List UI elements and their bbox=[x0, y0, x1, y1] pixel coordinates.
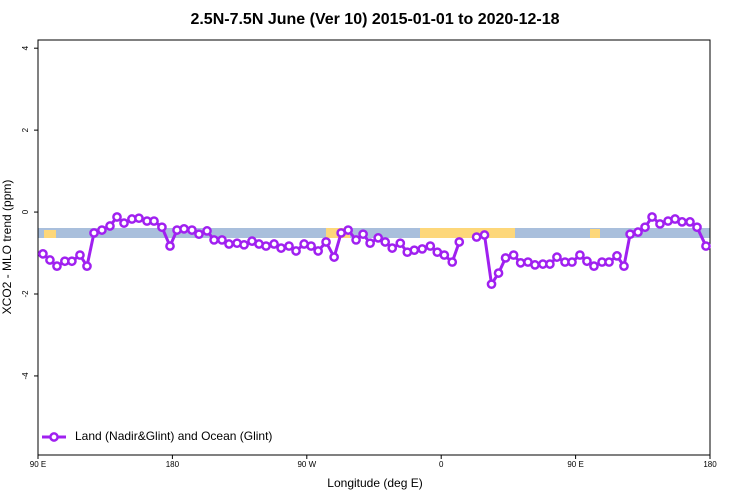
data-point bbox=[508, 250, 519, 260]
y-tick-label: 2 bbox=[21, 127, 30, 132]
data-point bbox=[439, 250, 450, 260]
data-point bbox=[647, 212, 657, 222]
data-point bbox=[284, 241, 294, 251]
data-point bbox=[447, 257, 458, 267]
data-point bbox=[365, 238, 375, 249]
data-point bbox=[373, 233, 384, 243]
data-point bbox=[313, 246, 323, 256]
ocean-strip bbox=[38, 228, 710, 238]
x-tick-label: 90 E bbox=[30, 460, 46, 469]
plot-frame bbox=[37, 39, 711, 456]
data-point bbox=[619, 261, 629, 271]
data-point bbox=[97, 225, 107, 235]
data-point bbox=[209, 235, 219, 245]
data-point bbox=[52, 261, 62, 271]
data-point bbox=[685, 217, 695, 227]
data-point bbox=[149, 216, 159, 226]
data-point bbox=[194, 229, 204, 240]
data-point bbox=[545, 259, 555, 269]
x-axis-label: Longitude (deg E) bbox=[327, 476, 422, 490]
data-point bbox=[45, 255, 55, 265]
land-strip bbox=[420, 228, 515, 238]
data-point bbox=[530, 260, 540, 270]
data-point bbox=[380, 237, 391, 247]
data-point bbox=[269, 239, 279, 249]
legend-label: Land (Nadir&Glint) and Ocean (Glint) bbox=[75, 429, 272, 443]
data-point bbox=[575, 250, 585, 260]
data-point bbox=[692, 222, 702, 233]
data-point bbox=[589, 261, 599, 271]
land-strip bbox=[44, 230, 56, 238]
data-point bbox=[582, 256, 592, 267]
y-tick-label: 4 bbox=[21, 45, 30, 50]
data-point bbox=[567, 257, 577, 267]
data-point bbox=[515, 258, 526, 268]
data-point bbox=[105, 221, 115, 231]
data-point bbox=[387, 243, 398, 253]
y-tick-label: -4 bbox=[21, 372, 30, 380]
data-point bbox=[425, 241, 436, 251]
data-point bbox=[134, 213, 144, 224]
data-point bbox=[604, 257, 614, 267]
data-point bbox=[38, 248, 48, 259]
data-point bbox=[493, 268, 504, 278]
data-point bbox=[479, 230, 490, 240]
data-point bbox=[217, 235, 227, 245]
data-point bbox=[187, 225, 197, 235]
land-strip bbox=[590, 229, 600, 238]
data-point bbox=[306, 241, 316, 251]
data-point bbox=[343, 225, 354, 235]
y-tick-label: -2 bbox=[21, 290, 30, 298]
data-point bbox=[677, 217, 687, 227]
data-point bbox=[321, 237, 331, 247]
y-tick-label: 0 bbox=[21, 209, 30, 214]
data-point bbox=[89, 228, 99, 238]
data-point bbox=[625, 229, 635, 240]
data-point bbox=[500, 253, 511, 263]
data-point bbox=[655, 219, 665, 229]
data-point bbox=[633, 227, 643, 237]
data-point bbox=[165, 241, 175, 251]
data-point bbox=[276, 243, 286, 253]
data-point bbox=[239, 239, 249, 250]
data-point bbox=[640, 222, 650, 233]
data-point bbox=[395, 238, 406, 249]
x-tick-label: 90 E bbox=[567, 460, 583, 469]
data-point bbox=[75, 250, 85, 260]
data-point bbox=[202, 226, 212, 236]
y-axis-label: XCO2 - MLO trend (ppm) bbox=[0, 180, 14, 315]
data-point bbox=[612, 251, 622, 261]
data-point bbox=[261, 241, 271, 251]
x-tick-label: 0 bbox=[439, 460, 444, 469]
data-point bbox=[486, 279, 497, 290]
series-line bbox=[41, 214, 708, 289]
data-point bbox=[112, 212, 122, 222]
data-point bbox=[417, 244, 428, 254]
data-point bbox=[351, 235, 361, 245]
data-point bbox=[67, 256, 77, 267]
data-point bbox=[409, 245, 420, 256]
data-point bbox=[157, 222, 167, 233]
data-point bbox=[701, 241, 711, 251]
data-point bbox=[119, 218, 129, 228]
x-tick-label: 180 bbox=[166, 460, 180, 469]
data-point bbox=[454, 237, 465, 247]
data-point bbox=[179, 224, 189, 234]
data-point bbox=[291, 246, 301, 256]
data-point bbox=[471, 232, 482, 242]
chart-title: 2.5N-7.5N June (Ver 10) 2015-01-01 to 20… bbox=[190, 11, 559, 28]
data-point bbox=[224, 239, 234, 249]
data-point bbox=[329, 252, 339, 262]
x-tick-label: 90 W bbox=[297, 460, 316, 469]
x-tick-label: 180 bbox=[703, 460, 717, 469]
legend-marker bbox=[49, 432, 59, 442]
data-point bbox=[358, 229, 368, 240]
data-point bbox=[82, 261, 92, 271]
data-point bbox=[552, 252, 562, 262]
